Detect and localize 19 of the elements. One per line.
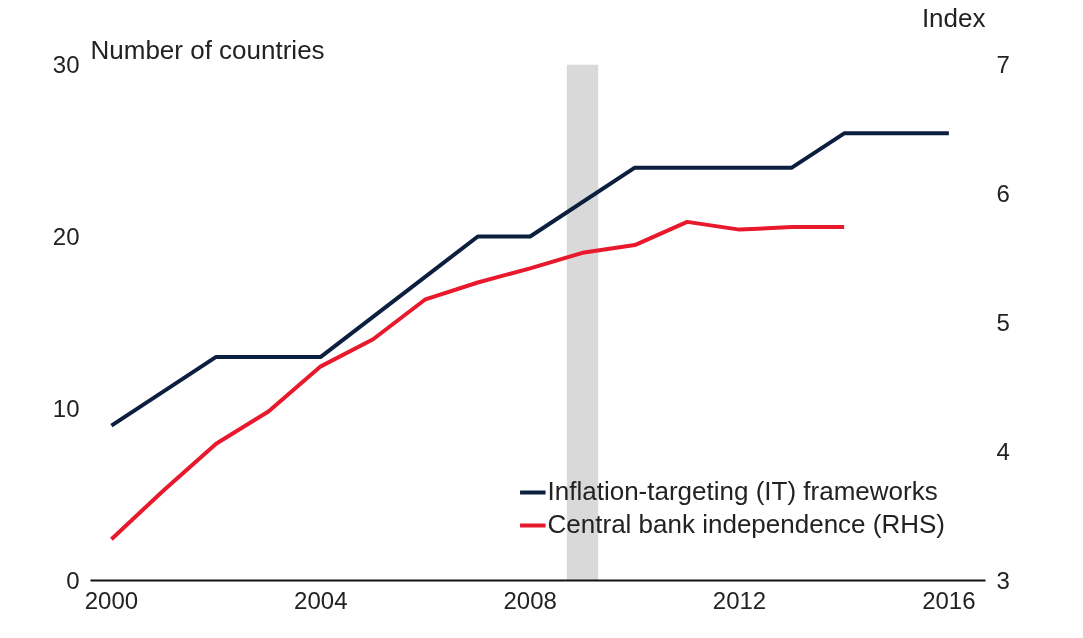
y2-tick-label: 3 <box>996 567 1010 594</box>
line-series <box>109 131 951 428</box>
y2-tick-label: 4 <box>996 438 1010 465</box>
x-tick-label: 2000 <box>84 586 139 614</box>
x-tick-label: 2004 <box>294 586 348 614</box>
y-tick-label: 30 <box>52 51 80 78</box>
y-tick-label: 0 <box>66 567 80 594</box>
y2-tick-label: 6 <box>996 180 1010 207</box>
x-tick-label: 2008 <box>503 586 557 614</box>
y2-axis-title: Index <box>921 2 986 33</box>
legend-label: Central bank independence (RHS) <box>547 509 945 540</box>
y2-tick-label: 5 <box>996 309 1010 336</box>
y-tick-label: 20 <box>52 223 80 250</box>
y-axis-title: Number of countries <box>90 34 325 65</box>
y-tick-label: 10 <box>52 395 80 422</box>
y2-tick-label: 7 <box>996 51 1010 78</box>
x-tick-label: 2012 <box>712 586 767 614</box>
legend-label: Inflation-targeting (IT) frameworks <box>547 476 938 507</box>
x-tick-label: 2016 <box>922 586 976 614</box>
